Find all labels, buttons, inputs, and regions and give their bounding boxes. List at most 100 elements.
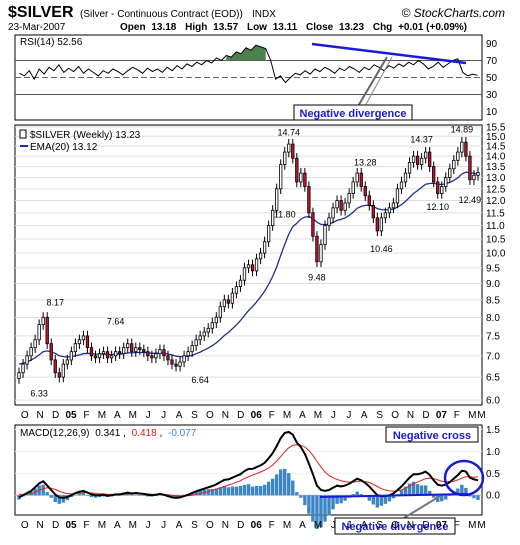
macd-histogram-bar [460, 484, 464, 496]
macd-histogram-bar [387, 495, 392, 502]
month-tick-label: J [346, 520, 351, 531]
macd-divergence-trendline [319, 493, 469, 498]
candle [383, 207, 388, 224]
candle-body [279, 164, 283, 190]
candle-body [238, 279, 243, 288]
month-axis-bottom: O N D 05 F M A M J J A S O N D 06 F M A M J J A S O N D 07 F M M [21, 520, 486, 531]
candle-body [45, 316, 49, 345]
macd-legend-macd: 0.341 [95, 428, 120, 439]
macd-histogram-bar [311, 495, 315, 522]
macd-histogram-bar [266, 481, 271, 496]
candle [250, 259, 255, 277]
price-tick-label: 12.5 [486, 184, 506, 195]
rsi-annotation-text: Negative divergence [300, 108, 407, 120]
macd-histogram-bar [250, 486, 255, 496]
month-tick-label: 05 [65, 410, 77, 421]
candle-body [266, 225, 271, 243]
month-tick-label: F [269, 520, 275, 531]
candle-body [262, 241, 267, 254]
signal-line [19, 444, 479, 497]
candle-body [391, 202, 396, 209]
macd-histogram-bar [476, 495, 480, 500]
candle-body [49, 343, 53, 361]
macd-histogram-bar [77, 493, 82, 496]
candle [69, 346, 74, 366]
macd-histogram-bar [210, 489, 214, 496]
month-tick-label: D [52, 410, 59, 421]
month-tick-label: M [129, 520, 137, 531]
candle [61, 358, 65, 383]
price-tick-labels: 6.0 6.5 7.0 7.5 8.0 8.5 9.0 9.5 10.0 10.5 11.0 11.5… [486, 122, 506, 406]
candle [395, 183, 400, 209]
macd-histogram-bar [411, 481, 416, 496]
macd-tick-label: 0.0 [486, 491, 500, 502]
candle-body [25, 355, 29, 365]
macd-histogram-bar [343, 495, 347, 501]
macd-histogram-bar [158, 494, 162, 496]
candle [206, 323, 210, 338]
candle-body [202, 331, 206, 337]
rsi-annotation-arrow [363, 56, 393, 109]
candle [363, 181, 367, 202]
macd-histogram-bar [423, 485, 428, 496]
macd-histogram-bar [472, 495, 476, 499]
candle [134, 342, 138, 357]
candle [295, 153, 299, 188]
candle [476, 167, 480, 181]
macd-histogram-bar [53, 495, 57, 503]
candle [315, 231, 319, 268]
candle-body [77, 339, 82, 345]
month-tick-label: M [477, 410, 485, 421]
macd-histogram-bar [291, 480, 295, 496]
macd-histogram-bar [351, 494, 355, 496]
macd-histogram-bar [101, 495, 106, 497]
candle-body [460, 141, 464, 153]
candle-body [41, 316, 45, 326]
macd-histogram-bar [234, 486, 239, 496]
low-value: 13.11 [273, 22, 298, 33]
month-tick-label: O [206, 410, 214, 421]
candle [53, 354, 57, 378]
month-tick-label: O [21, 410, 29, 421]
candle-body [105, 351, 110, 359]
candle [319, 239, 323, 268]
macd-annotation-arrow [403, 495, 441, 519]
macd-histogram-bar [230, 486, 235, 496]
high-value: 13.57 [213, 22, 238, 33]
candle-body [411, 155, 416, 163]
candle-body [158, 349, 162, 355]
macd-histogram-bar [379, 495, 384, 506]
month-tick-label: A [361, 520, 368, 531]
candle [355, 167, 359, 188]
open-label: Open [120, 22, 146, 33]
price-tick-label: 15.0 [486, 132, 506, 143]
candle-body [315, 235, 319, 263]
candle-body [182, 355, 186, 363]
price-tick-label: 11.5 [486, 208, 505, 219]
month-tick-label: 07 [436, 520, 448, 531]
price-tick-label: 12.0 [486, 196, 506, 207]
macd-histogram-bar [25, 494, 29, 496]
month-tick-label: M [98, 410, 106, 421]
month-tick-label: A [114, 520, 121, 531]
candle [85, 330, 90, 353]
candle [178, 356, 182, 372]
candle-body [403, 172, 408, 183]
candle [25, 350, 29, 370]
candle-body [371, 204, 375, 219]
month-tick-label: S [191, 410, 198, 421]
macd-histogram-bar [444, 495, 448, 500]
candle-body [327, 217, 331, 227]
rsi-annotation-box [293, 104, 413, 121]
rsi-line-group [19, 44, 478, 84]
ema-legend: EMA(20) 13.12 [30, 142, 98, 153]
price-legend: $SILVER (Weekly) 13.23 [30, 130, 141, 141]
candle-body [101, 351, 106, 355]
macd-histogram-bar [303, 495, 307, 506]
candle-body [456, 151, 460, 161]
candle [415, 151, 420, 170]
candle [45, 312, 49, 349]
price-label: 10.46 [370, 244, 393, 254]
candle-body [335, 200, 339, 209]
